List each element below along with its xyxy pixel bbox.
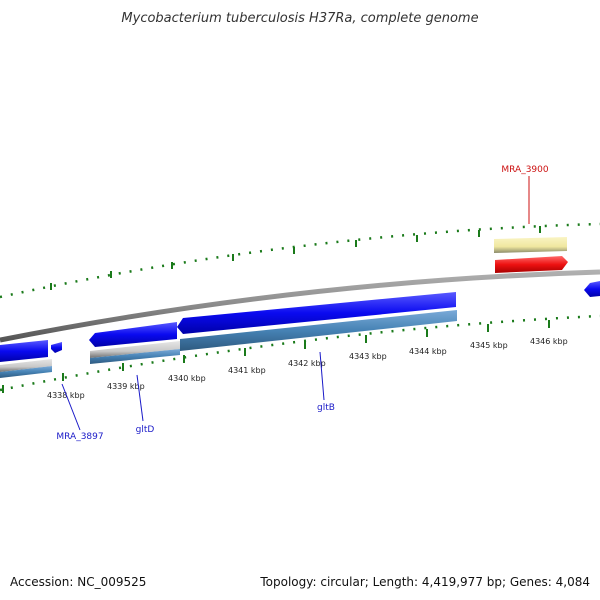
gene-label-mra-3900[interactable]: MRA_3900 [501,165,548,175]
scale-label-4342: 4342 kbp [288,359,326,368]
scale-label-4339: 4339 kbp [107,382,145,391]
steel-feature-gltb[interactable] [180,310,457,351]
genome-backbone [0,269,600,343]
cds-gltd[interactable] [89,322,177,347]
gene-label-gltb[interactable]: gltB [317,403,335,413]
gene-label-lines [61,351,325,431]
gene-label-gltd[interactable]: gltD [136,425,155,435]
gene-label-mra-3897[interactable]: MRA_3897 [56,432,103,442]
gltb-label-line [319,351,325,401]
upper-scale-ring [0,222,600,299]
steel-feature-left[interactable] [0,366,52,378]
mra-3900-red-feature[interactable] [495,256,568,273]
map-title: Mycobacterium tuberculosis H37Ra, comple… [121,11,478,26]
scale-label-4338: 4338 kbp [47,391,85,400]
scale-label-4343: 4343 kbp [349,352,387,361]
mra-3900-yellow-feature[interactable] [494,237,567,253]
scale-labels: 4338 kbp 4339 kbp 4340 kbp 4341 kbp 4342… [47,337,568,400]
cds-forward-right-edge[interactable] [584,281,600,297]
cds-forward-left[interactable] [0,340,48,362]
steel-feature-gltd[interactable] [90,349,180,364]
mra-3897-label-line [61,383,81,431]
gltd-label-line [136,374,144,422]
scale-label-4345: 4345 kbp [470,341,508,350]
cds-gltb[interactable] [177,292,456,334]
cds-forward-small[interactable] [51,342,62,353]
accession-text: Accession: NC_009525 [10,575,146,589]
forward-strand-features [0,281,600,362]
scale-label-4340: 4340 kbp [168,374,206,383]
scale-label-4341: 4341 kbp [228,366,266,375]
grey-feature-gltd[interactable] [90,341,180,358]
topology-summary: Topology: circular; Length: 4,419,977 bp… [259,575,590,589]
lower-scale-ring [0,314,600,393]
scale-label-4346: 4346 kbp [530,337,568,346]
scale-label-4344: 4344 kbp [409,347,447,356]
grey-feature-left[interactable] [0,359,52,372]
reverse-strand-features [0,310,457,378]
